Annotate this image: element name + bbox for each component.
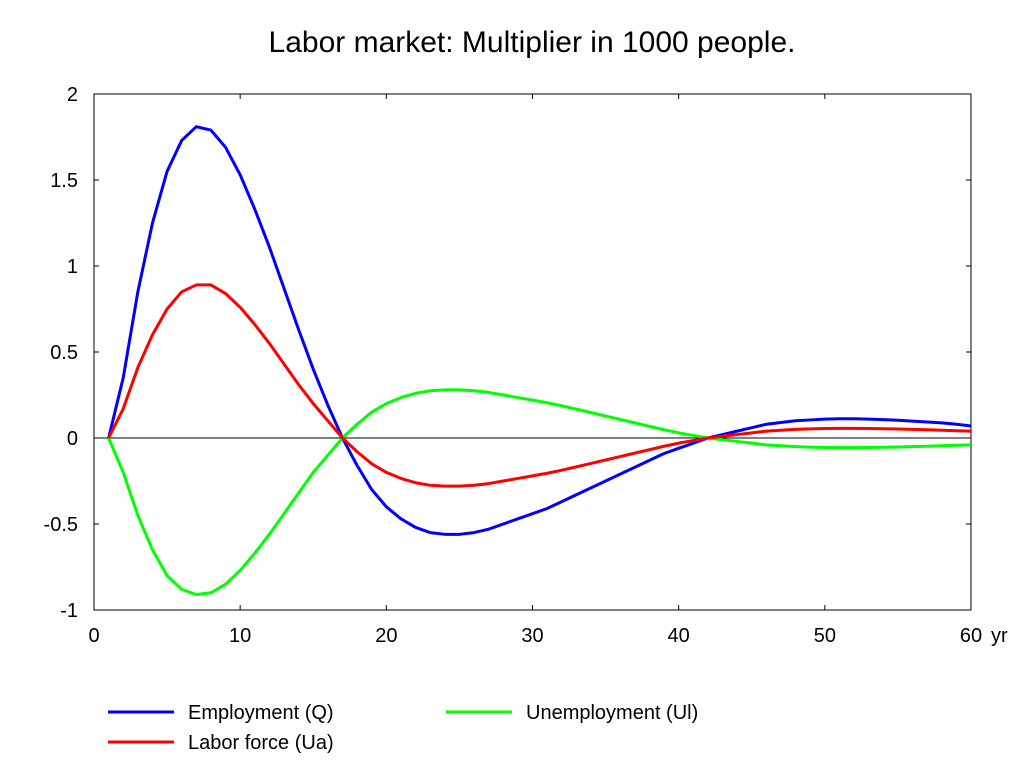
series-line-employment-q xyxy=(107,125,972,536)
legend-label-unemployment-ul: Unemployment (Ul) xyxy=(526,702,698,724)
series-line-labor-force-ua xyxy=(107,283,972,488)
plot-area-frame xyxy=(93,93,972,611)
y-tick-label: 2 xyxy=(67,84,78,106)
legend: Employment (Q) Unemployment (Ul) Labor for… xyxy=(108,702,698,754)
chart-title: Labor market: Multiplier in 1000 people. xyxy=(269,26,796,59)
y-tick-label: 1 xyxy=(67,256,78,278)
y-tick-label: 1.5 xyxy=(50,170,78,192)
y-tick-label: 0 xyxy=(67,428,78,450)
x-tick-label: 0 xyxy=(88,625,99,647)
x-tick-label: 40 xyxy=(668,625,690,647)
legend-label-labor-force-ua: Labor force (Ua) xyxy=(188,732,334,754)
legend-label-employment-q: Employment (Q) xyxy=(188,702,334,724)
x-tick-label: 30 xyxy=(521,625,543,647)
x-tick-label: 20 xyxy=(375,625,397,647)
y-tick-label: -0.5 xyxy=(44,514,78,536)
x-tick-label: 60 xyxy=(960,625,982,647)
y-tick-label: -1 xyxy=(60,600,78,622)
axes: 2 1.5 1 0.5 0 -0.5 -1 0 10 20 30 40 50 60 yr xyxy=(44,84,1008,647)
x-tick-label: 10 xyxy=(229,625,251,647)
y-tick-label: 0.5 xyxy=(50,342,78,364)
x-axis-unit-label: yr xyxy=(991,625,1008,647)
series-layer xyxy=(107,125,972,597)
series-line-unemployment-ul xyxy=(107,388,972,597)
x-tick-label: 50 xyxy=(814,625,836,647)
